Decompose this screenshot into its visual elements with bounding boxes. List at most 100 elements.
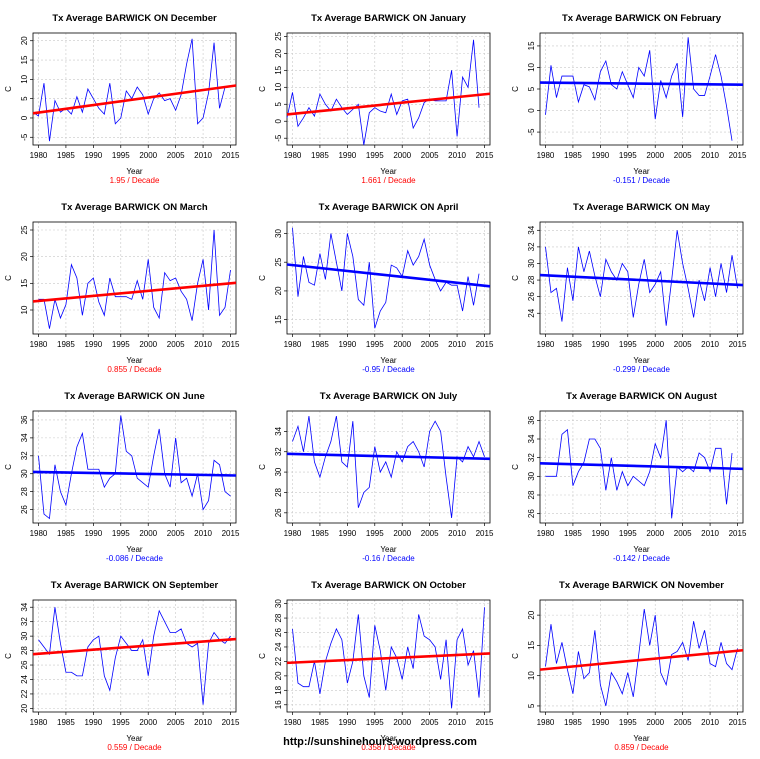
x-tick-label: 1985 xyxy=(564,151,582,160)
y-tick-label: 32 xyxy=(20,617,29,626)
y-tick-label: 26 xyxy=(527,292,536,301)
panel-4: 1980 1985 1990 1995 2000 2005 2010 2015 10 15 20 25… xyxy=(4,202,240,374)
trend-label: 1.95 / Decade xyxy=(110,176,160,185)
x-tick-label: 1995 xyxy=(366,340,384,349)
plot-frame xyxy=(286,221,491,335)
trend-label: -0.16 / Decade xyxy=(362,554,415,563)
trend-line xyxy=(539,273,744,287)
x-tick-label: 1990 xyxy=(84,340,102,349)
x-tick-label: 2010 xyxy=(701,529,719,538)
y-tick-label: 25 xyxy=(20,225,29,234)
y-tick-label: 10 xyxy=(527,62,536,71)
y-tick-label: 20 xyxy=(20,36,29,45)
x-tick-label: 1995 xyxy=(619,718,637,727)
panel-2: 1980 1985 1990 1995 2000 2005 2010 2015 -5 0 5 10 15… xyxy=(258,13,494,185)
y-axis-label: C xyxy=(511,86,520,92)
chart-title: Tx Average BARWICK ON October xyxy=(311,580,466,591)
x-tick-label: 2015 xyxy=(729,718,747,727)
y-tick-label: 18 xyxy=(274,685,283,694)
y-tick-label: 32 xyxy=(527,453,536,462)
x-tick-label: 1990 xyxy=(338,151,356,160)
y-tick-label: 34 xyxy=(20,433,29,442)
y-tick-label: 20 xyxy=(274,48,283,57)
x-tick-label: 2000 xyxy=(139,151,157,160)
y-axis-label: C xyxy=(511,275,520,281)
plot-frame xyxy=(32,599,237,713)
plot-frame xyxy=(32,221,237,335)
x-axis-label: Year xyxy=(633,734,650,743)
y-tick-label: 20 xyxy=(274,286,283,295)
x-tick-label: 1995 xyxy=(366,718,384,727)
x-tick-label: 1980 xyxy=(30,718,48,727)
series-line xyxy=(292,416,485,518)
x-tick-label: 1980 xyxy=(30,340,48,349)
y-tick-label: 0 xyxy=(274,118,283,123)
y-axis-label: C xyxy=(258,86,267,92)
x-tick-label: 1980 xyxy=(537,340,555,349)
y-axis-label: C xyxy=(258,464,267,470)
x-tick-label: 2010 xyxy=(448,340,466,349)
y-tick-label: 28 xyxy=(527,275,536,284)
y-tick-label: 28 xyxy=(274,487,283,496)
panel-11: 1980 1985 1990 1995 2000 2005 2010 2015 16 18 20 22… xyxy=(258,580,494,752)
y-tick-label: 25 xyxy=(274,31,283,40)
y-tick-label: -5 xyxy=(20,133,29,141)
y-tick-label: 36 xyxy=(20,415,29,424)
x-tick-label: 2000 xyxy=(646,529,664,538)
x-tick-label: 1995 xyxy=(619,340,637,349)
trend-line xyxy=(539,648,744,671)
y-tick-label: 0 xyxy=(20,115,29,120)
chart-title: Tx Average BARWICK ON March xyxy=(61,202,208,213)
x-tick-label: 2010 xyxy=(701,340,719,349)
chart-title: Tx Average BARWICK ON August xyxy=(566,391,718,402)
y-tick-label: 20 xyxy=(20,252,29,261)
x-tick-label: 1995 xyxy=(619,151,637,160)
y-tick-label: 30 xyxy=(527,258,536,267)
y-tick-label: 28 xyxy=(20,646,29,655)
series-line xyxy=(545,609,738,707)
panel-7: 1980 1985 1990 1995 2000 2005 2010 2015 26 28 30 32… xyxy=(4,391,240,563)
x-tick-label: 2005 xyxy=(167,718,185,727)
chart-title: Tx Average BARWICK ON July xyxy=(320,391,458,402)
x-tick-label: 2000 xyxy=(646,340,664,349)
trend-line xyxy=(286,652,491,665)
chart-title: Tx Average BARWICK ON January xyxy=(311,13,467,24)
x-tick-label: 2015 xyxy=(729,529,747,538)
y-tick-label: 26 xyxy=(274,628,283,637)
y-tick-label: 24 xyxy=(20,674,29,683)
chart-title: Tx Average BARWICK ON September xyxy=(51,580,219,591)
x-tick-label: 1985 xyxy=(311,151,329,160)
y-axis-label: C xyxy=(4,464,13,470)
series-line xyxy=(545,420,733,519)
x-axis-label: Year xyxy=(126,356,143,365)
plot-frame xyxy=(286,32,491,146)
x-tick-label: 2010 xyxy=(194,340,212,349)
trend-line xyxy=(286,92,491,116)
x-tick-label: 2015 xyxy=(476,340,494,349)
trend-line xyxy=(539,81,744,86)
y-tick-label: 5 xyxy=(274,101,283,106)
source-credit[interactable]: http://sunshinehours.wordpress.com xyxy=(283,736,477,748)
x-tick-label: 2005 xyxy=(674,529,692,538)
x-tick-label: 2000 xyxy=(393,151,411,160)
y-tick-label: 32 xyxy=(274,447,283,456)
y-tick-label: 24 xyxy=(527,308,536,317)
x-tick-label: 2005 xyxy=(167,151,185,160)
x-tick-label: 1985 xyxy=(311,718,329,727)
trend-line xyxy=(286,263,491,288)
x-tick-label: 1990 xyxy=(338,340,356,349)
y-tick-label: 22 xyxy=(274,656,283,665)
x-tick-label: 1985 xyxy=(57,718,75,727)
y-tick-label: 15 xyxy=(274,65,283,74)
x-axis-label: Year xyxy=(380,545,397,554)
y-tick-label: 34 xyxy=(274,426,283,435)
x-tick-label: 2005 xyxy=(421,718,439,727)
x-tick-label: 1990 xyxy=(338,529,356,538)
x-tick-label: 1990 xyxy=(591,340,609,349)
y-tick-label: 24 xyxy=(274,642,283,651)
series-line xyxy=(545,230,738,326)
x-tick-label: 1980 xyxy=(284,340,302,349)
series-line xyxy=(38,607,231,705)
x-tick-label: 2010 xyxy=(448,151,466,160)
trend-label: 0.855 / Decade xyxy=(107,365,162,374)
